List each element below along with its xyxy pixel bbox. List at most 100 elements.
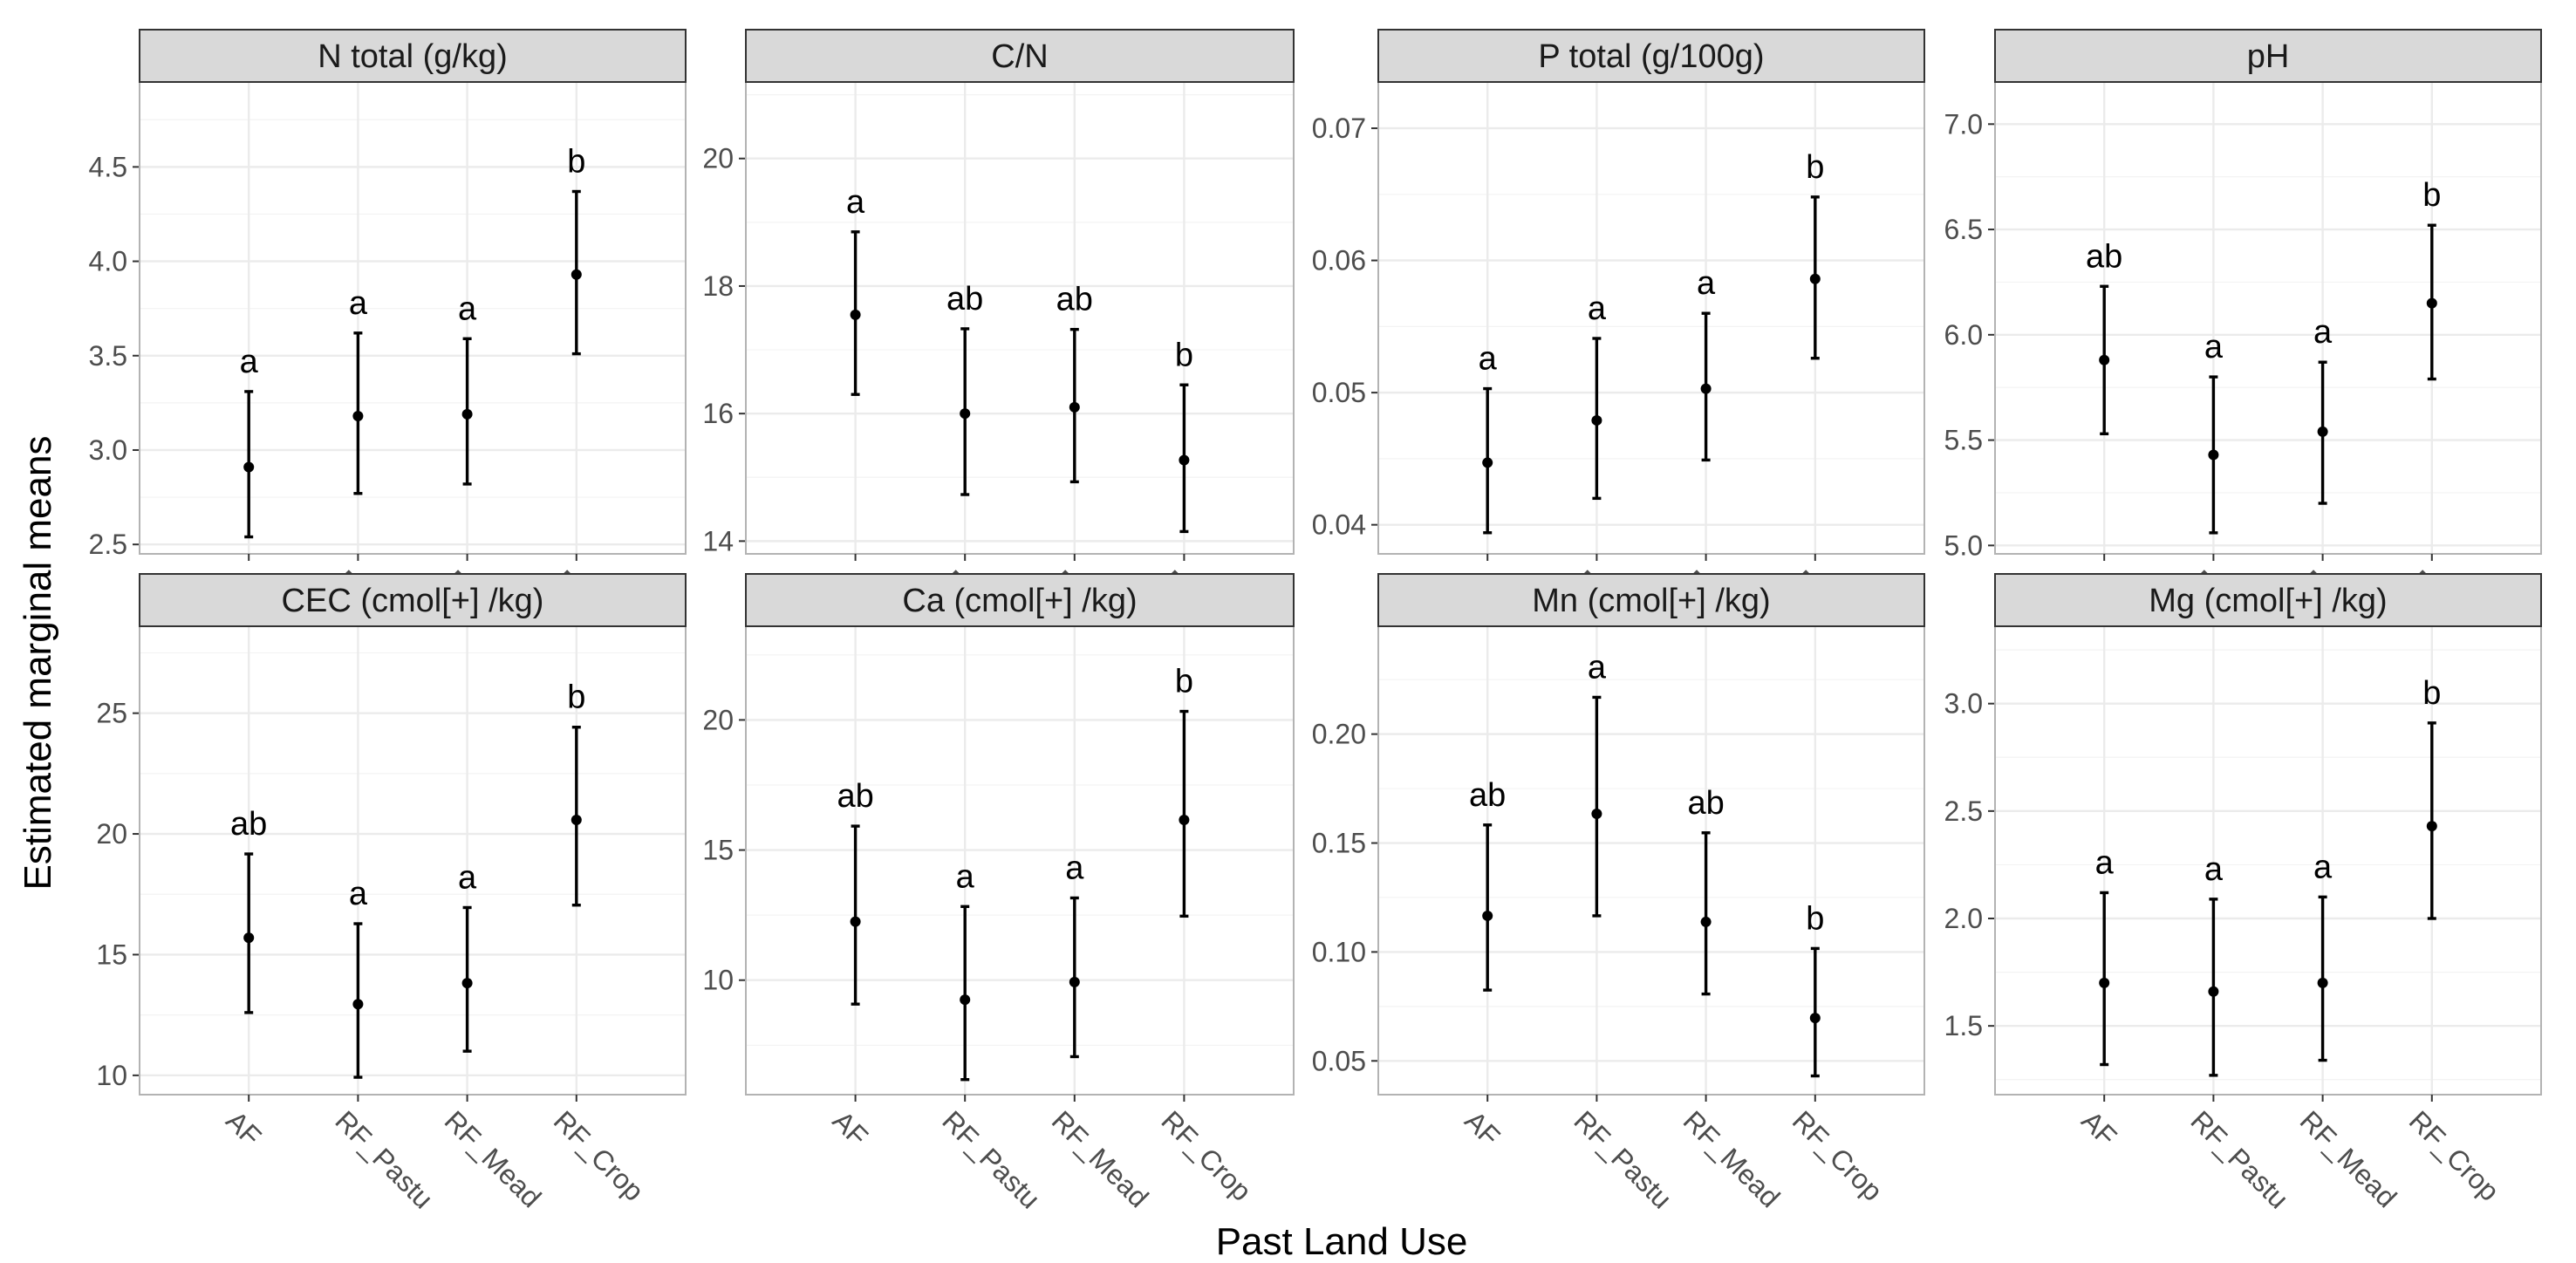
significance-letter: b	[567, 679, 585, 716]
mean-point	[243, 461, 255, 473]
facet-panel: 0.05 0.10 0.15 0.20 AF RF_Pastu RF_Mead RF_Crop…	[1312, 573, 1925, 1215]
x-tick-label: RF_Crop	[1155, 1104, 1257, 1206]
mean-point	[1482, 457, 1493, 468]
mean-point	[1069, 401, 1080, 413]
facet-strip	[745, 573, 1295, 627]
mean-point	[1069, 976, 1080, 987]
facet-strip-title: P total (g/100g)	[1538, 38, 1764, 75]
panel-background	[139, 625, 687, 1096]
y-tick-label: 15	[96, 939, 127, 970]
facet-strip	[139, 573, 687, 627]
y-tick-label: 0.04	[1312, 509, 1366, 541]
significance-letter: ab	[837, 778, 873, 815]
y-tick-label: 1.5	[1944, 1010, 1983, 1041]
mean-point	[1179, 814, 1190, 825]
mean-point	[1482, 910, 1493, 921]
panel-background	[1377, 625, 1925, 1096]
mean-point	[850, 916, 861, 927]
panel-background	[1994, 81, 2542, 555]
x-tick-label: AF	[1459, 1104, 1506, 1151]
mean-point	[2317, 977, 2328, 988]
x-tick-label: AF	[827, 1104, 874, 1151]
y-tick-label: 0.15	[1312, 828, 1366, 859]
y-tick-label: 3.0	[1944, 688, 1983, 720]
mean-point	[960, 994, 971, 1006]
x-tick-label: RF_Crop	[548, 1104, 650, 1206]
significance-letter: ab	[1469, 777, 1506, 814]
facet-strip-title: N total (g/kg)	[318, 38, 508, 75]
significance-letter: a	[1697, 265, 1716, 302]
y-tick-label: 5.5	[1944, 425, 1983, 456]
y-tick-label: 10	[96, 1060, 127, 1091]
mean-point	[2208, 449, 2219, 461]
x-tick-label: RF_Mead	[1677, 1104, 1787, 1213]
x-tick-label: AF	[220, 1104, 267, 1151]
significance-letter: a	[1065, 850, 1084, 886]
significance-letter: a	[1588, 649, 1607, 686]
mean-point	[850, 309, 861, 320]
significance-letter: ab	[1056, 282, 1093, 318]
significance-letter: a	[458, 290, 477, 327]
significance-letter: ab	[230, 806, 267, 843]
facet-panels: 2.53.03.54.04.5AFRF_PastuRF_MeadRF_Cropa…	[89, 29, 2542, 1215]
facet-panel: 1.5 2.0 2.5 3.0 AF RF_Pastu RF_Mead RF_Crop a a a b…	[1944, 573, 2542, 1215]
mean-point	[461, 978, 473, 989]
mean-point	[243, 932, 255, 944]
significance-letter: a	[1479, 341, 1498, 378]
panel-background	[1377, 81, 1925, 555]
significance-letter: a	[2313, 314, 2333, 351]
y-tick-label: 0.05	[1312, 1045, 1366, 1076]
mean-point	[461, 408, 473, 420]
y-tick-label: 4.5	[89, 151, 127, 182]
mean-point	[1591, 809, 1602, 820]
y-tick-label: 0.10	[1312, 936, 1366, 967]
mean-point	[2426, 297, 2437, 309]
y-tick-label: 18	[702, 270, 734, 302]
mean-point	[571, 269, 582, 280]
y-tick-label: 2.5	[1944, 795, 1983, 827]
x-tick-label: RF_Mead	[439, 1104, 548, 1213]
y-tick-label: 25	[96, 698, 127, 729]
significance-letter: a	[2204, 851, 2224, 888]
significance-letter: a	[2204, 329, 2224, 365]
x-tick-label: RF_Crop	[2403, 1104, 2505, 1206]
y-tick-label: 16	[702, 398, 734, 429]
significance-letter: a	[2313, 849, 2333, 885]
significance-letter: ab	[1687, 785, 1724, 822]
y-tick-label: 20	[702, 704, 734, 735]
x-axis-title: Past Land Use	[1216, 1220, 1468, 1263]
significance-letter: a	[846, 184, 865, 221]
y-tick-label: 10	[702, 965, 734, 996]
x-tick-label: RF_Pastu	[936, 1104, 1046, 1214]
significance-letter: b	[2422, 675, 2441, 712]
mean-point	[2099, 977, 2110, 988]
facet-strip-title: CEC (cmol[+] /kg)	[282, 583, 544, 619]
facet-strip-title: Mn (cmol[+] /kg)	[1532, 583, 1770, 619]
x-tick-label: RF_Crop	[1787, 1104, 1889, 1206]
significance-letter: a	[240, 344, 259, 380]
significance-letter: a	[458, 859, 477, 896]
significance-letter: b	[1175, 337, 1193, 373]
y-tick-label: 20	[96, 818, 127, 850]
y-tick-label: 7.0	[1944, 108, 1983, 140]
x-tick-label: RF_Mead	[2294, 1104, 2403, 1213]
y-tick-label: 0.07	[1312, 113, 1366, 144]
significance-letter: ab	[946, 281, 983, 317]
mean-point	[571, 814, 582, 825]
significance-letter: ab	[2086, 238, 2122, 275]
facet-strip	[1994, 573, 2542, 627]
significance-letter: b	[1806, 149, 1824, 186]
facet-strip-title: Ca (cmol[+] /kg)	[902, 583, 1137, 619]
mean-point	[1179, 454, 1190, 466]
y-tick-label: 0.20	[1312, 719, 1366, 750]
significance-letter: b	[2422, 177, 2441, 214]
x-tick-label: RF_Pastu	[1568, 1104, 1677, 1214]
panel-background	[745, 81, 1295, 555]
significance-letter: b	[1806, 900, 1824, 937]
facet-strip	[1377, 29, 1925, 83]
panel-background	[745, 625, 1295, 1096]
y-tick-label: 14	[702, 525, 734, 556]
